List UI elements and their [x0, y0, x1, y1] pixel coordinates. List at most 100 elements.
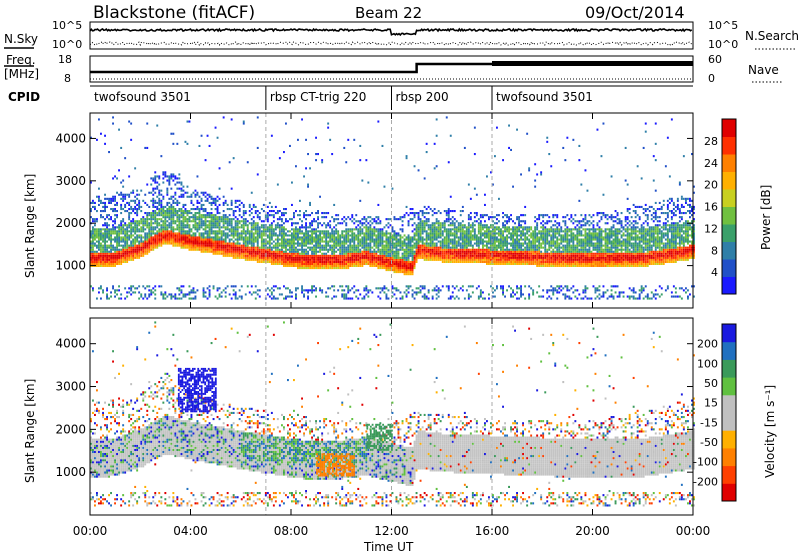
power-cell [469, 234, 472, 237]
power-cell [228, 222, 231, 225]
power-cell [102, 260, 104, 263]
power-cell [441, 246, 444, 249]
power-cell [110, 248, 112, 251]
power-cell [333, 248, 336, 251]
power-cell [122, 197, 125, 200]
power-cell [106, 205, 108, 208]
power-cell [343, 264, 346, 267]
power-cell [136, 287, 139, 290]
power-cell [353, 254, 356, 257]
power-cell [188, 291, 191, 294]
power-cell [130, 199, 133, 202]
power-cell [486, 246, 488, 249]
power-cell [184, 218, 187, 221]
power-cell [371, 222, 374, 225]
power-cell [333, 250, 336, 253]
power-cell [168, 242, 171, 245]
power-cell [417, 226, 420, 229]
power-cell [367, 258, 370, 261]
power-cell [248, 222, 251, 225]
power-cell [262, 256, 265, 259]
power-cell [118, 256, 120, 259]
power-cell [98, 230, 100, 233]
power-cell [486, 242, 488, 245]
power-cell [106, 289, 108, 292]
power-cell [347, 240, 350, 243]
power-cell [100, 256, 102, 259]
power-cell [164, 291, 167, 294]
power-cell [250, 236, 253, 239]
power-cell [331, 267, 334, 270]
power-cell [218, 246, 221, 249]
power-cell [278, 262, 281, 265]
power-cell [407, 214, 410, 217]
power-cell [158, 212, 161, 215]
power-cell [409, 269, 412, 272]
power-cell [224, 228, 227, 231]
power-cell [353, 258, 356, 261]
power-cell [174, 242, 177, 245]
power-cell [250, 285, 253, 288]
power-cell [174, 240, 177, 243]
power-cell [236, 244, 239, 247]
power-cell [222, 244, 225, 247]
power-cell [128, 120, 131, 123]
power-cell [278, 254, 281, 257]
power-cell [238, 199, 241, 202]
power-cell [124, 205, 127, 208]
power-cell [291, 264, 293, 267]
power-cell [297, 240, 299, 243]
power-cell [160, 201, 163, 204]
power-cell [433, 250, 436, 253]
power-cell [148, 242, 151, 245]
power-cell [415, 256, 418, 259]
power-cell [459, 252, 462, 255]
power-cell [144, 234, 147, 237]
power-cell [182, 228, 185, 231]
power-cell [114, 222, 116, 225]
power-cell [327, 126, 330, 129]
power-cell [291, 222, 293, 225]
power-cell [150, 191, 153, 194]
power-cell [283, 236, 285, 239]
power-cell [401, 228, 404, 231]
power-cell [276, 254, 279, 257]
power-cell [371, 250, 374, 253]
power-cell [506, 230, 508, 233]
power-cell [419, 230, 422, 233]
power-cell [126, 226, 129, 229]
power-cell [190, 220, 193, 223]
power-cell [441, 240, 444, 243]
power-cell [409, 244, 412, 247]
power-cell [206, 226, 209, 229]
power-cell [272, 254, 275, 257]
power-cell [226, 232, 229, 235]
power-cell [268, 258, 271, 261]
power-cell [90, 258, 92, 261]
power-cell [349, 228, 352, 231]
power-cell [270, 222, 273, 225]
power-cell [116, 254, 118, 257]
power-cell [152, 187, 155, 190]
power-cell [399, 218, 402, 221]
power-cell [421, 240, 424, 243]
power-cell [401, 258, 404, 261]
power-cell [413, 238, 416, 241]
power-cell [437, 222, 440, 225]
power-cell [359, 242, 362, 245]
power-cell [435, 246, 438, 249]
power-cell [506, 248, 508, 251]
power-cell [176, 214, 179, 217]
power-cell [272, 244, 275, 247]
power-cell [405, 252, 408, 255]
power-cell [289, 295, 291, 298]
power-cell [122, 199, 125, 202]
power-cell [283, 252, 285, 255]
power-cell [367, 256, 370, 259]
power-cell [120, 205, 123, 208]
power-cell [218, 228, 221, 231]
power-cell [463, 244, 466, 247]
power-cell [315, 267, 317, 270]
power-cell [100, 214, 102, 217]
power-cell [367, 242, 370, 245]
